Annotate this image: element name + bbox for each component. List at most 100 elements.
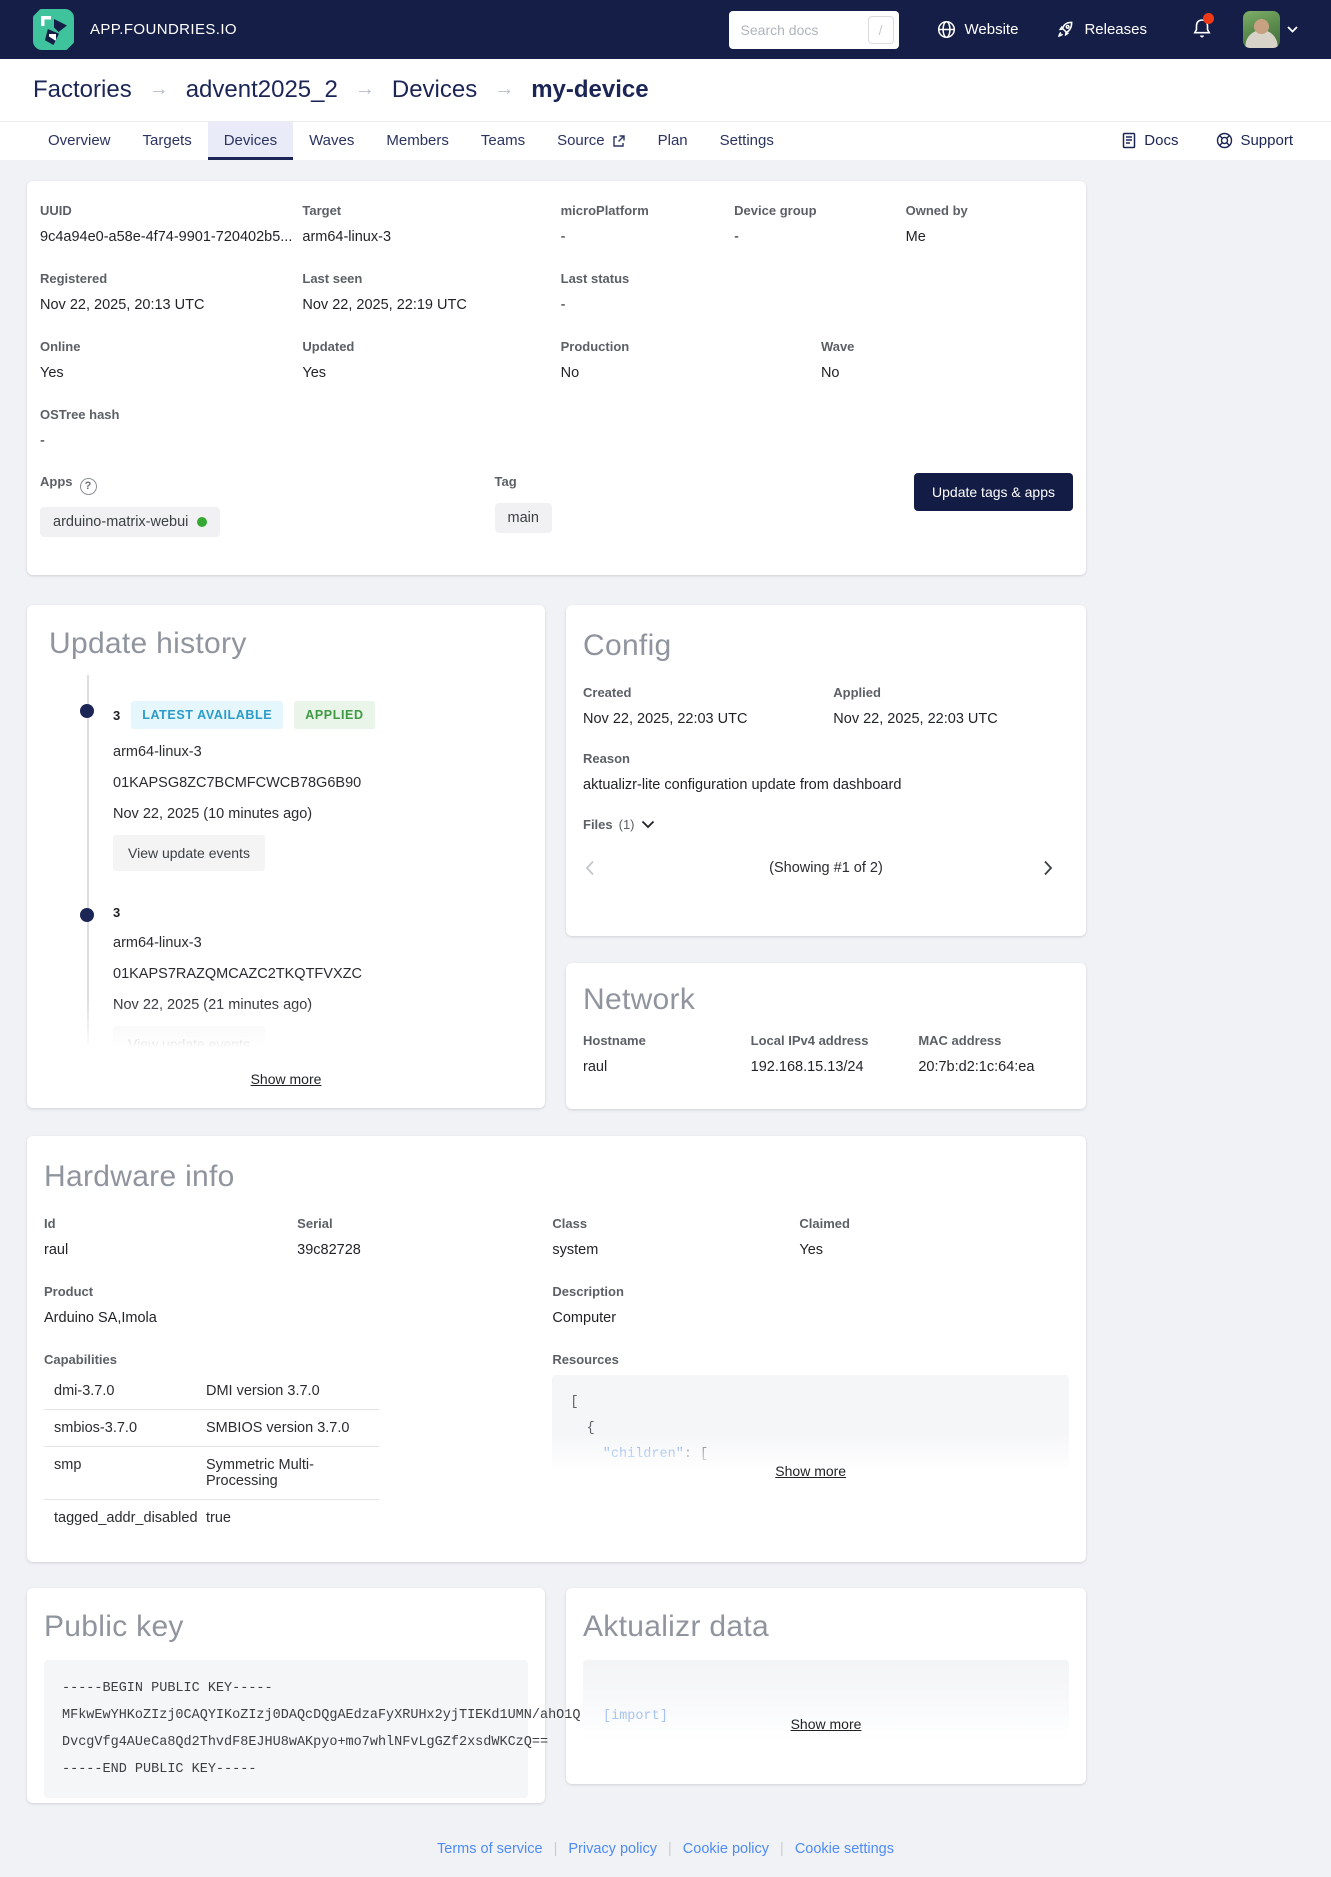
tab-targets[interactable]: Targets bbox=[127, 122, 208, 160]
top-navbar: APP.FOUNDRIES.IO Search docs / Website bbox=[0, 0, 1331, 59]
field-value: system bbox=[552, 1242, 599, 1258]
privacy-policy-link[interactable]: Privacy policy bbox=[568, 1841, 658, 1857]
resources-show-more[interactable]: Show more bbox=[775, 1463, 847, 1479]
public-key-card: Public key -----BEGIN PUBLIC KEY----- MF… bbox=[27, 1588, 580, 1803]
field-label: Target bbox=[302, 203, 342, 218]
cookie-settings-link[interactable]: Cookie settings bbox=[794, 1841, 894, 1857]
update-history-card: Update history 3 LATEST AVAILABLE APPLIE… bbox=[27, 605, 545, 1108]
field-label: MAC address bbox=[918, 1033, 1002, 1048]
apps-tag-row: Apps? arduino-matrix-webui Tag main Upda… bbox=[40, 473, 1073, 537]
field-value: No bbox=[820, 365, 840, 381]
update-id: 01KAPSG8ZC7BCMFCWCB78G6B90 bbox=[113, 775, 362, 791]
website-link[interactable]: Website bbox=[937, 20, 1018, 39]
tab-source[interactable]: Source bbox=[541, 122, 642, 160]
support-link[interactable]: Support bbox=[1214, 132, 1295, 149]
tab-label: Settings bbox=[719, 132, 774, 150]
tab-teams[interactable]: Teams bbox=[465, 122, 541, 160]
tab-bar: Overview Targets Devices Waves Members T… bbox=[0, 121, 1331, 161]
tag-chip: main bbox=[494, 503, 552, 533]
globe-icon bbox=[937, 20, 955, 39]
terms-of-service-link[interactable]: Terms of service bbox=[437, 1841, 543, 1857]
tab-devices[interactable]: Devices bbox=[207, 121, 294, 161]
files-toggle[interactable]: Files (1) bbox=[583, 817, 1069, 832]
field-uuid: UUID 9c4a94e0-a58e-4f74-9901-720402b5... bbox=[40, 203, 302, 245]
field-label: Production bbox=[560, 339, 630, 354]
docs-link[interactable]: Docs bbox=[1119, 132, 1180, 149]
pager-next-button[interactable] bbox=[1041, 858, 1069, 878]
field-label: Created bbox=[583, 685, 632, 700]
field-reason: Reason aktualizr-lite configuration upda… bbox=[583, 751, 1069, 793]
right-column: Config Created Nov 22, 2025, 22:03 UTC A… bbox=[566, 605, 1086, 1109]
search-input[interactable]: Search docs / bbox=[728, 10, 899, 49]
releases-link[interactable]: Releases bbox=[1056, 20, 1147, 39]
field-product: Product Arduino SA,Imola bbox=[44, 1284, 552, 1326]
help-icon[interactable]: ? bbox=[79, 477, 97, 495]
field-label: UUID bbox=[40, 203, 72, 218]
tab-settings[interactable]: Settings bbox=[704, 122, 790, 160]
field-class: Class system bbox=[552, 1216, 799, 1258]
field-value: Me bbox=[905, 229, 926, 245]
footer: Terms of service | Privacy policy | Cookie p… bbox=[0, 1841, 1331, 1877]
breadcrumb-factories[interactable]: Factories bbox=[33, 75, 132, 103]
aktualizr-show-more[interactable]: Show more bbox=[790, 1716, 862, 1732]
main-content: UUID 9c4a94e0-a58e-4f74-9901-720402b5...… bbox=[0, 160, 1113, 1877]
files-count: (1) bbox=[618, 817, 635, 832]
code-line: { bbox=[570, 1421, 595, 1436]
resources-section: Resources [ { "children": [ Show more bbox=[552, 1352, 1069, 1536]
chevron-left-icon bbox=[585, 860, 594, 876]
field-label: Device group bbox=[734, 203, 817, 218]
files-label: Files bbox=[583, 817, 613, 832]
device-summary-card: UUID 9c4a94e0-a58e-4f74-9901-720402b5...… bbox=[27, 181, 1086, 575]
capability-row: smp Symmetric Multi-Processing bbox=[44, 1447, 379, 1500]
update-history-show-more[interactable]: Show more bbox=[250, 1071, 322, 1087]
user-menu[interactable] bbox=[1243, 11, 1298, 48]
breadcrumb-separator: → bbox=[148, 78, 169, 101]
bottom-section: Public key -----BEGIN PUBLIC KEY----- MF… bbox=[27, 1588, 1086, 1803]
field-value: Yes bbox=[302, 365, 327, 381]
capability-value: SMBIOS version 3.7.0 bbox=[206, 1420, 350, 1436]
support-icon bbox=[1217, 133, 1233, 149]
capability-key: tagged_addr_disabled bbox=[54, 1510, 198, 1526]
foundries-logo[interactable] bbox=[33, 9, 74, 50]
capability-key: dmi-3.7.0 bbox=[54, 1383, 115, 1399]
breadcrumb-separator: → bbox=[354, 78, 375, 101]
tab-label: Targets bbox=[142, 132, 192, 150]
tab-waves[interactable]: Waves bbox=[293, 122, 370, 160]
tab-overview[interactable]: Overview bbox=[32, 122, 127, 160]
field-value: 9c4a94e0-a58e-4f74-9901-720402b5... bbox=[40, 229, 293, 245]
field-last-seen: Last seen Nov 22, 2025, 22:19 UTC bbox=[302, 271, 560, 313]
cookie-policy-link[interactable]: Cookie policy bbox=[682, 1841, 770, 1857]
breadcrumb-factory[interactable]: advent2025_2 bbox=[185, 75, 338, 103]
field-value: - bbox=[560, 297, 566, 313]
update-tags-apps-button[interactable]: Update tags & apps bbox=[914, 473, 1073, 511]
field-value: raul bbox=[583, 1059, 608, 1075]
breadcrumb-devices[interactable]: Devices bbox=[391, 75, 478, 103]
public-key-title: Public key bbox=[44, 1610, 184, 1643]
field-microplatform: microPlatform - bbox=[561, 203, 735, 245]
field-registered: Registered Nov 22, 2025, 20:13 UTC bbox=[40, 271, 302, 313]
tab-plan[interactable]: Plan bbox=[642, 122, 704, 160]
field-value: Arduino SA,Imola bbox=[44, 1310, 157, 1326]
chevron-down-icon bbox=[1287, 26, 1298, 33]
external-link-icon bbox=[612, 135, 625, 147]
footer-separator: | bbox=[668, 1841, 672, 1857]
field-value: 39c82728 bbox=[297, 1242, 361, 1258]
capability-row: tagged_addr_disabled true bbox=[44, 1500, 379, 1536]
code-line: [ bbox=[570, 1395, 579, 1410]
field-label: Class bbox=[552, 1216, 588, 1231]
app-chip-label: arduino-matrix-webui bbox=[53, 513, 189, 530]
field-value: - bbox=[40, 433, 45, 449]
notifications-button[interactable] bbox=[1191, 12, 1215, 43]
field-label: Registered bbox=[40, 271, 108, 286]
update-target: arm64-linux-3 bbox=[113, 744, 202, 760]
field-label: Claimed bbox=[799, 1216, 850, 1231]
avatar bbox=[1243, 11, 1280, 48]
field-value: Computer bbox=[552, 1310, 617, 1326]
field-label: Resources bbox=[552, 1352, 619, 1367]
field-value: arm64-linux-3 bbox=[302, 229, 392, 245]
code-line: -----END PUBLIC KEY----- bbox=[62, 1762, 257, 1777]
pager-prev-button[interactable] bbox=[583, 858, 611, 878]
tab-members[interactable]: Members bbox=[370, 122, 465, 160]
view-update-events-button[interactable]: View update events bbox=[113, 835, 265, 871]
